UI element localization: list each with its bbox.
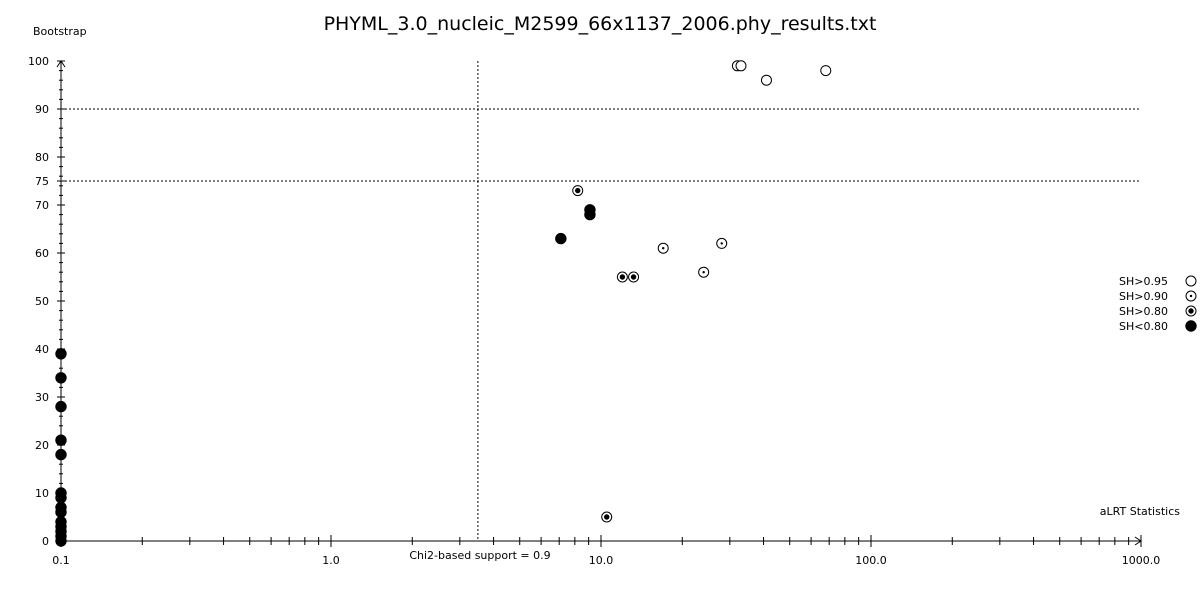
data-point: [628, 271, 640, 283]
data-point: [698, 266, 710, 278]
marker-center: [619, 274, 626, 280]
marker-center: [702, 271, 705, 274]
x-tick-label: 10.0: [589, 554, 614, 567]
y-tick-label: 90: [35, 103, 49, 116]
marker-body: [555, 232, 567, 245]
data-point: [55, 348, 67, 360]
y-tick-label: 80: [35, 151, 49, 164]
marker-center: [575, 187, 581, 194]
marker-body: [55, 535, 67, 547]
marker-body: [55, 372, 67, 384]
y-tick-label: 50: [35, 295, 49, 308]
y-tick-label: 0: [42, 535, 49, 548]
y-tick-label: 40: [35, 343, 49, 356]
legend-marker: [1185, 320, 1197, 332]
data-point: [55, 448, 67, 461]
data-point: [657, 242, 669, 254]
marker-center: [1189, 294, 1193, 298]
marker-center: [662, 247, 665, 250]
legend-label: SH<0.80: [1119, 320, 1168, 333]
legend: SH>0.95 SH>0.90 SH>0.80 SH<0.80: [1119, 275, 1197, 333]
legend-marker: [1185, 305, 1197, 317]
x-tick-label: 0.1: [52, 554, 70, 567]
legend-label: SH>0.95: [1119, 275, 1168, 288]
marker-body: [820, 65, 832, 77]
marker-center: [720, 242, 723, 245]
data-points: [55, 60, 832, 547]
y-tick-label: 60: [35, 247, 49, 260]
axes: 0.1 1.0 10.0 100.0 1000.0 0 10 20 30 40 50 60 70 75 80…: [28, 55, 1160, 567]
reference-lines: [61, 61, 1141, 541]
chi2-support-label: Chi2-based support = 0.9: [409, 549, 550, 562]
y-axis-label: Bootstrap: [33, 25, 87, 38]
x-tick-label: 1.0: [322, 554, 340, 567]
data-point: [760, 74, 772, 86]
marker-center: [630, 274, 637, 280]
data-point: [616, 271, 628, 283]
data-point: [55, 492, 67, 504]
data-point: [584, 208, 596, 221]
marker-center: [1188, 308, 1194, 314]
legend-marker: [1185, 290, 1197, 302]
data-point: [55, 535, 67, 547]
marker-body: [55, 400, 67, 413]
data-point: [55, 506, 67, 518]
y-tick-label: 30: [35, 391, 49, 404]
legend-label: SH>0.80: [1119, 305, 1168, 318]
marker-body: [55, 434, 67, 446]
legend-marker: [1185, 275, 1197, 287]
data-point: [572, 185, 584, 197]
y-tick-label: 70: [35, 199, 49, 212]
y-tick-label: 75: [35, 175, 49, 188]
marker-body: [55, 448, 67, 461]
marker-body: [584, 208, 596, 221]
x-tick-label: 100.0: [855, 554, 887, 567]
data-point: [55, 400, 67, 413]
marker-body: [55, 492, 67, 504]
marker-body: [55, 506, 67, 518]
data-point: [555, 232, 567, 245]
marker-body: [55, 348, 67, 360]
marker-center: [604, 514, 610, 520]
data-point: [716, 237, 728, 249]
chart-title: PHYML_3.0_nucleic_M2599_66x1137_2006.phy…: [324, 13, 877, 35]
legend-label: SH>0.90: [1119, 290, 1168, 303]
marker-body: [760, 74, 772, 86]
y-tick-label: 100: [28, 55, 49, 68]
x-axis-label: aLRT Statistics: [1100, 505, 1180, 518]
data-point: [55, 434, 67, 446]
x-tick-label: 1000.0: [1122, 554, 1161, 567]
y-tick-label: 10: [35, 487, 49, 500]
data-point: [735, 60, 747, 72]
marker-body: [1185, 320, 1197, 332]
data-point: [55, 372, 67, 384]
marker-body: [735, 60, 747, 72]
y-tick-label: 20: [35, 439, 49, 452]
marker-body: [1185, 275, 1197, 287]
data-point: [601, 511, 613, 523]
data-point: [820, 65, 832, 77]
